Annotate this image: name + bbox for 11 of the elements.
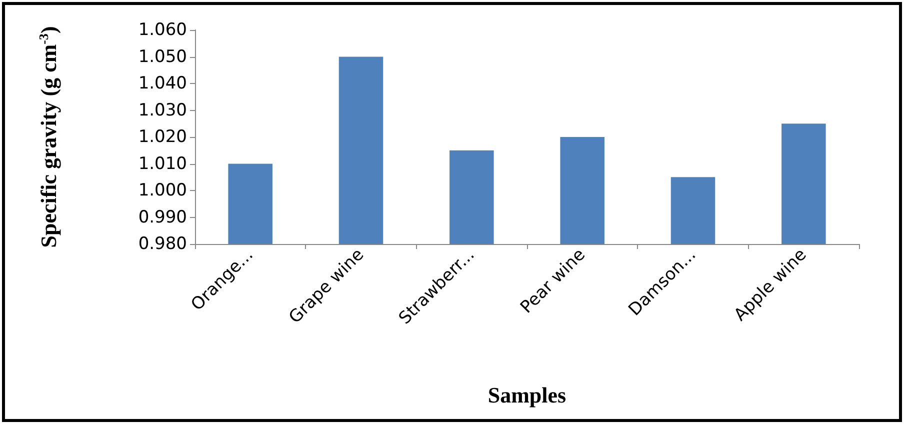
y-tick-label: 0.990 (138, 207, 187, 228)
y-tick-label: 1.030 (138, 100, 187, 120)
y-tick-label: 1.060 (138, 20, 187, 40)
y-tick-label: 1.020 (138, 127, 187, 147)
y-tick-label: 1.040 (138, 74, 187, 94)
y-tick-label: 0.980 (138, 234, 187, 254)
y-tick-label: 1.000 (138, 180, 187, 200)
y-tick-label: 1.010 (138, 154, 187, 174)
y-tick-label: 1.050 (138, 46, 187, 67)
y-axis-title: Specific gravity (g cm-3) (36, 26, 61, 248)
x-axis-title: Samples (488, 382, 567, 408)
